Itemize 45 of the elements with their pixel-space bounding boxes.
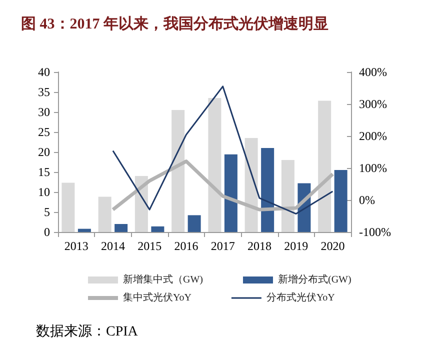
bar (188, 215, 201, 232)
y-tick-label: 0 (44, 225, 50, 239)
y-tick-label: 25 (38, 125, 50, 139)
x-tick-label: 2018 (247, 239, 272, 253)
bar (208, 98, 222, 232)
line-series (112, 86, 334, 215)
x-tick-label: 2017 (210, 239, 235, 253)
x-tick-label: 2016 (174, 239, 198, 253)
y-tick-label: 5 (44, 205, 50, 219)
x-tick-label: 2019 (284, 239, 308, 253)
y2-tick-label: 300% (359, 97, 387, 111)
bar (334, 170, 348, 232)
bar (261, 148, 274, 232)
y2-tick-label: 400% (359, 65, 387, 79)
legend-label: 新增集中式（GW) (123, 274, 203, 286)
x-tick-label: 2014 (100, 239, 125, 253)
bar (244, 138, 258, 232)
bar (78, 228, 91, 232)
x-tick-label: 2015 (138, 239, 162, 253)
bar (318, 100, 332, 232)
bar (224, 154, 238, 232)
source-note: 数据来源：CPIA (36, 324, 139, 340)
legend-label: 分布式光伏YoY (266, 292, 335, 304)
y-tick-label: 10 (38, 185, 50, 199)
y-tick-label: 35 (38, 85, 50, 99)
chart-title: 图 43：2017 年以来，我国分布式光伏增速明显 (21, 16, 328, 32)
x-tick-label: 2013 (64, 239, 88, 253)
y2-tick-label: 200% (359, 129, 387, 143)
bar (151, 226, 164, 232)
y2-tick-label: 0% (359, 193, 375, 207)
y2-tick-label: 100% (359, 161, 387, 175)
legend-label: 新增分布式(GW) (278, 274, 352, 286)
bar (62, 182, 75, 232)
legend-label: 集中式光伏YoY (123, 292, 192, 304)
y2-tick-label: -100% (359, 225, 391, 239)
y-tick-label: 40 (38, 65, 50, 79)
y-tick-label: 15 (38, 165, 50, 179)
bar (172, 110, 185, 232)
y-tick-label: 30 (38, 105, 50, 119)
y-tick-label: 20 (38, 145, 50, 159)
bar (114, 224, 128, 232)
bar (98, 196, 112, 232)
x-tick-label: 2020 (320, 239, 345, 253)
bar (281, 160, 294, 232)
line-series (111, 160, 334, 212)
